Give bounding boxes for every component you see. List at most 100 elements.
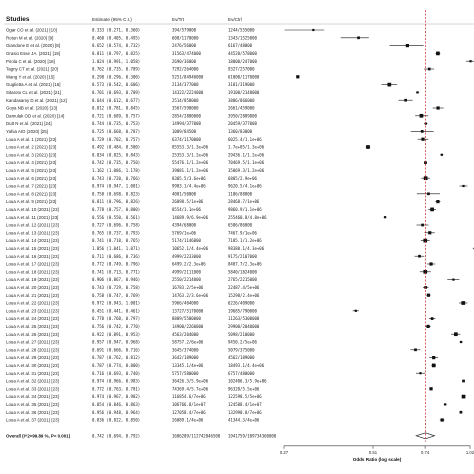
ev-trt-value: 3645/374000 xyxy=(172,347,199,352)
study-label: Loua A et al. 30 (2021) [23] xyxy=(6,363,59,368)
ev-ctrl-value: 8407.7/2.3e+06 xyxy=(228,262,262,267)
estimate-ci: 0.691 (0.666, 0.716) xyxy=(92,347,140,352)
estimate-ci: 0.721 (0.689, 0.757) xyxy=(92,113,140,118)
study-row: Loua A et al. 6 (2021) [23] 0.743 (0.720,… xyxy=(6,176,257,181)
ev-ctrl-value: 124588.4/1e+07 xyxy=(228,402,262,407)
x-tick-label: 0.27 xyxy=(280,450,289,455)
ev-trt-value: 106766.8/1e+07 xyxy=(172,402,206,407)
ev-trt-value: 116854.6/7e+06 xyxy=(172,394,206,399)
estimate-ci: 0.758 (0.698, 0.823) xyxy=(92,191,140,196)
ev-ctrl-value: 9450.2/5e+06 xyxy=(228,340,257,345)
point-estimate xyxy=(452,278,455,281)
point-estimate xyxy=(426,324,430,328)
study-label: Loua A et al. 35 (2021) [23] xyxy=(6,402,59,407)
estimate-ci: 0.956 (0.948, 0.964) xyxy=(92,410,140,415)
ev-trt-value: 74369.4/5.7e+06 xyxy=(172,386,209,391)
study-row: Kandasamy D et al. (2021) [12] 0.644 (0.6… xyxy=(6,98,255,103)
estimate-ci: 0.812 (0.781, 0.845) xyxy=(92,106,140,111)
ev-ctrl-value: 28468.7/1e+06 xyxy=(228,199,260,204)
study-label: Loua A et al. 34 (2021) [23] xyxy=(6,394,59,399)
point-estimate xyxy=(366,145,370,149)
ev-ctrl-value: 7467.9/1e+06 xyxy=(228,230,257,235)
estimate-ci: 0.743 (0.729, 0.758) xyxy=(92,285,140,290)
study-label: Loua A et al. 26 (2021) [23] xyxy=(6,332,59,337)
study-label: Tagny CT et al. (2021) [20] xyxy=(6,67,58,72)
study-label: Giandone E et al. (2020) [8] xyxy=(6,43,60,48)
study-row: Loua A et al. 23 (2021) [23] 0.451 (0.441… xyxy=(6,308,257,313)
ev-trt-value: 127058.4/7e+06 xyxy=(172,410,206,415)
ev-ctrl-value: 5840/1824000 xyxy=(228,269,257,274)
point-estimate xyxy=(427,192,430,196)
ev-trt-value: 4999/2111000 xyxy=(172,269,201,274)
study-row: Loua A et al. 33 (2021) [23] 0.772 (0.763… xyxy=(6,386,260,391)
ev-ctrl-value: 255460.8/4.8e+06 xyxy=(228,215,267,220)
point-estimate xyxy=(459,340,463,344)
ev-ctrl-value: 132990.8/7e+06 xyxy=(228,410,262,415)
ev-ctrl-value: 3181/319000 xyxy=(228,82,255,87)
study-label: Ogar CO et al. (2021) [10] xyxy=(6,28,57,33)
estimate-ci: 0.756 (0.742, 0.770) xyxy=(92,324,140,329)
ev-trt-value: 2134/377000 xyxy=(172,82,199,87)
study-row: Loua A et al. 4 (2021) [23] 0.742 (0.735,… xyxy=(6,160,265,165)
ev-trt-value: 2514/858000 xyxy=(172,98,199,103)
ev-ctrl-value: 6586/86000 xyxy=(228,223,253,228)
study-label: Loua A et al. 31 (2021) [23] xyxy=(6,371,59,376)
study-label: Loua A et al. 20 (2021) [23] xyxy=(6,285,59,290)
study-row: Damulak OD et al. (2020) [14] 0.721 (0.68… xyxy=(6,113,257,118)
point-estimate xyxy=(296,75,300,79)
ev-trt-value: 85553.3/1.3e+06 xyxy=(172,145,209,150)
study-row: Loua A et al. 21 (2021) [23] 0.758 (0.747… xyxy=(6,293,260,298)
study-label: Kandasamy D et al. (2021) [12] xyxy=(6,98,67,103)
study-row: Loua A et al. 31 (2021) [23] 0.716 (0.693… xyxy=(6,371,255,376)
estimate-ci: 0.298 (0.296, 0.300) xyxy=(92,74,140,79)
ev-ctrl-value: 29436.1/1.2e+06 xyxy=(228,152,265,157)
study-row: Goya NB et al. (2020) [13] 0.812 (0.781, … xyxy=(6,106,255,111)
point-estimate xyxy=(461,301,466,305)
ev-trt-value: 26098.5/1e+06 xyxy=(172,199,204,204)
estimate-ci: 0.787 (0.774, 0.800) xyxy=(92,363,140,368)
study-row: Grasio Esse JA. (2021) [19] 0.811 (0.797,… xyxy=(6,51,257,56)
ev-trt-value: 39081.1/1.2e+06 xyxy=(172,168,209,173)
ev-ctrl-value: 4562/189000 xyxy=(228,355,255,360)
study-row: Dutt N et al. (2021) [24] 0.744 (0.735, 0… xyxy=(6,121,257,126)
study-label: Damulak OD et al. (2020) [14] xyxy=(6,113,64,118)
ev-trt-value: 14763.2/3.6e+06 xyxy=(172,293,209,298)
study-row: Loua A et al. 29 (2021) [23] 0.787 (0.762… xyxy=(6,355,255,360)
ev-ctrl-value: 3886/866000 xyxy=(228,98,255,103)
estimate-ci: 0.741 (0.713, 0.771) xyxy=(92,269,140,274)
point-estimate xyxy=(423,269,428,274)
ev-trt-value: 8554/1.1e+06 xyxy=(172,207,201,212)
ev-trt-value: 2690/36000 xyxy=(172,59,197,64)
estimate-ci: 0.451 (0.441, 0.461) xyxy=(92,308,140,313)
study-label: Dutt N et al. (2021) [24] xyxy=(6,121,52,126)
ev-trt-value: 4001/50000 xyxy=(172,191,197,196)
study-row: Giandone E et al. (2020) [8] 0.652 (0.574… xyxy=(6,43,253,48)
study-row: Loua A et al. 24 (2021) [23] 0.778 (0.760… xyxy=(6,316,260,321)
point-estimate xyxy=(440,418,444,422)
estimate-ci: 0.836 (0.822, 0.850) xyxy=(92,418,140,423)
study-label: Loua A et al. 36 (2021) [23] xyxy=(6,410,59,415)
overall-ev-ctrl: 1941759/109734360000 xyxy=(228,433,277,438)
ev-trt-value: 5174/1146000 xyxy=(172,238,201,243)
study-label: Loua A et al. 33 (2021) [23] xyxy=(6,386,59,391)
ev-trt-value: 31563/474000 xyxy=(172,51,201,56)
ev-trt-value: 9903.1/4.4e+06 xyxy=(172,184,206,189)
ev-trt-value: 14900/2260000 xyxy=(172,324,204,329)
point-estimate xyxy=(357,36,360,40)
overall-diamond xyxy=(415,432,436,440)
study-row: Loua A et al. 9 (2021) [23] 0.811 (0.796,… xyxy=(6,199,260,204)
ev-trt-value: 2550/2214000 xyxy=(172,277,201,282)
estimate-ci: 0.922 (0.891, 0.953) xyxy=(92,332,140,337)
ev-trt-value: 26089.1/4e+06 xyxy=(172,418,204,423)
study-row: Pirola C et al. (2020) [18] 1.024 (0.991,… xyxy=(6,59,257,64)
header-estimate: Estimate (95% C.I.) xyxy=(92,17,132,22)
study-label: Loua A et al. 11 (2021) [23] xyxy=(6,215,58,220)
x-tick-label: 0.51 xyxy=(369,450,378,455)
ev-trt-value: 58757.2/6e+06 xyxy=(172,340,204,345)
point-estimate xyxy=(419,113,424,118)
estimate-ci: 0.974 (0.947, 1.001) xyxy=(92,184,140,189)
study-label: Sitaroto CL et al. (2021) [21] xyxy=(6,90,61,95)
study-row: Loua A et al. 7 (2021) [23] 0.974 (0.947,… xyxy=(6,184,262,189)
ev-ctrl-value: 41344.3/4e+06 xyxy=(228,418,260,423)
point-estimate xyxy=(421,223,424,227)
